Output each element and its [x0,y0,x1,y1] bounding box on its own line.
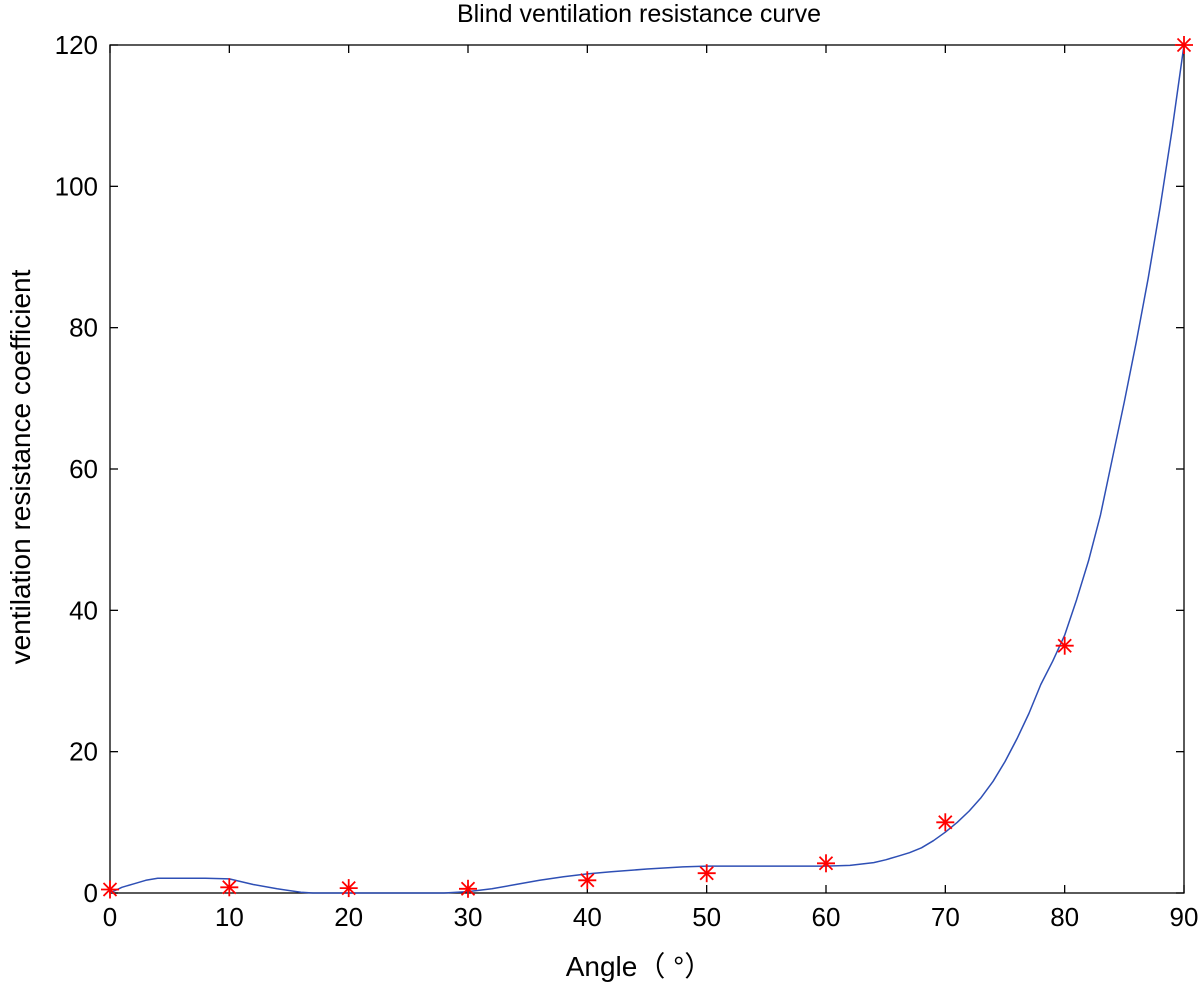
x-tick-label: 20 [334,902,363,932]
x-axis-label: Angle（ °） [566,951,713,982]
data-point-marker [220,878,239,897]
axes: 0 10 20 30 40 50 60 70 80 90 0 20 40 60 80 100 120 [55,30,1199,932]
data-point-marker [1055,636,1074,655]
y-tick-label: 80 [69,313,98,343]
chart-title: Blind ventilation resistance curve [457,0,821,28]
data-point-marker [1175,36,1193,54]
x-tick-label: 0 [103,902,117,932]
x-tick-label: 60 [812,902,841,932]
data-point-marker [578,871,597,890]
data-point-marker [101,880,119,899]
data-point-marker [936,813,955,832]
data-point-marker [817,854,835,873]
x-tick-label: 70 [931,902,960,932]
x-tick-label: 30 [454,902,483,932]
plot-frame [109,44,1185,894]
fitted-curve-line [109,44,1185,894]
data-point-marker [459,879,477,898]
y-tick-label: 0 [84,878,98,908]
x-tick-label: 50 [692,902,721,932]
x-tick-label: 40 [573,902,602,932]
y-tick-label: 60 [69,454,98,484]
data-point-marker [697,864,716,883]
x-tick-label: 10 [215,902,244,932]
y-tick-label: 20 [69,737,98,767]
y-axis-label: ventilation resistance coefficient [5,269,36,664]
y-tick-label: 40 [69,595,98,625]
fitted-curve [109,44,1185,894]
data-markers [101,36,1193,899]
y-tick-label: 100 [55,171,98,201]
x-tick-label: 80 [1050,902,1079,932]
data-point-marker [339,879,358,898]
x-tick-label: 90 [1170,902,1199,932]
y-tick-label: 120 [55,30,98,60]
